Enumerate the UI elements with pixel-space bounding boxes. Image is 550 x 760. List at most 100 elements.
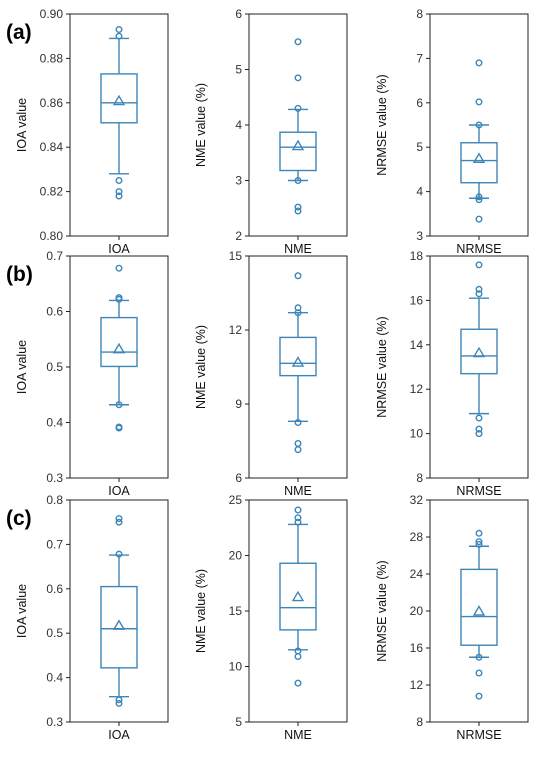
y-tick-label: 2 — [235, 229, 242, 243]
y-tick-label: 20 — [229, 549, 243, 563]
y-tick-label: 5 — [235, 715, 242, 729]
mean-marker — [291, 139, 305, 151]
category-label: IOA — [108, 242, 130, 256]
panel-label-b: (b) — [6, 263, 33, 286]
outlier-point — [294, 203, 302, 211]
category-label: NME — [284, 242, 312, 256]
y-tick-label: 15 — [229, 604, 243, 618]
outlier-point — [115, 176, 123, 184]
y-tick-label: 7 — [416, 51, 423, 65]
outlier-point — [475, 414, 483, 422]
chart-1-2: 8 10 12 14 16 18 NRMSE value (%) NRMSE — [375, 249, 529, 498]
outlier-point — [294, 653, 302, 661]
y-tick-label: 5 — [416, 140, 423, 154]
y-tick-label: 0.86 — [40, 96, 64, 110]
outlier-point — [475, 529, 483, 537]
outlier-point — [294, 38, 302, 46]
y-axis-title: IOA value — [15, 98, 29, 152]
y-tick-label: 0.7 — [46, 249, 63, 263]
outlier-point — [294, 446, 302, 454]
chart-1-1: 6 9 12 15 NME value (%) NME — [194, 249, 348, 498]
y-tick-label: 4 — [235, 118, 242, 132]
outlier-point — [294, 74, 302, 82]
outlier-point — [475, 261, 483, 269]
mean-marker — [112, 342, 126, 354]
outlier-point — [475, 430, 483, 438]
panel-label-c: (c) — [6, 507, 32, 530]
y-tick-label: 16 — [410, 641, 424, 655]
y-tick-label: 12 — [410, 678, 424, 692]
chart-0-2: 3 4 5 6 7 8 NRMSE value (%) NRMSE — [375, 7, 529, 256]
y-tick-label: 0.84 — [40, 140, 64, 154]
y-tick-label: 6 — [235, 471, 242, 485]
box-iqr — [460, 328, 498, 375]
outlier-point — [115, 696, 123, 704]
outlier-point — [294, 272, 302, 280]
category-label: NRMSE — [456, 242, 501, 256]
box-iqr — [279, 562, 317, 631]
mean-marker — [291, 590, 305, 602]
y-tick-label: 0.5 — [46, 626, 63, 640]
y-axis-title: IOA value — [15, 584, 29, 638]
y-tick-label: 0.3 — [46, 715, 63, 729]
outlier-point — [475, 59, 483, 67]
outlier-point — [294, 514, 302, 522]
category-label: IOA — [108, 484, 130, 498]
y-tick-label: 24 — [410, 567, 424, 581]
outlier-point — [294, 518, 302, 526]
y-tick-label: 25 — [229, 493, 243, 507]
outlier-point — [475, 669, 483, 677]
y-tick-label: 8 — [416, 471, 423, 485]
outlier-point — [115, 295, 123, 303]
y-tick-label: 5 — [235, 63, 242, 77]
chart-2-0: 0.3 0.4 0.5 0.6 0.7 0.8 IOA value IOA — [15, 493, 169, 742]
y-tick-label: 10 — [229, 660, 243, 674]
outlier-point — [475, 215, 483, 223]
y-axis-title: NRMSE value (%) — [375, 560, 389, 661]
box-iqr — [100, 73, 138, 124]
outlier-point — [475, 285, 483, 293]
y-tick-label: 0.90 — [40, 7, 64, 21]
outlier-point — [115, 188, 123, 196]
y-tick-label: 14 — [410, 338, 424, 352]
outlier-point — [115, 515, 123, 523]
outlier-point — [115, 401, 123, 409]
y-axis-title: NME value (%) — [194, 83, 208, 167]
y-axis-title: NRMSE value (%) — [375, 316, 389, 417]
box-iqr — [279, 131, 317, 172]
y-tick-label: 16 — [410, 293, 424, 307]
outlier-point — [475, 540, 483, 548]
y-tick-label: 0.8 — [46, 493, 63, 507]
chart-2-2: 8 12 16 20 24 28 32 NRMSE value (%) NRMSE — [375, 493, 529, 742]
panel-label-a: (a) — [6, 21, 32, 44]
mean-marker — [112, 94, 126, 106]
outlier-point — [475, 193, 483, 201]
outlier-point — [115, 699, 123, 707]
y-tick-label: 18 — [410, 249, 424, 263]
y-tick-label: 15 — [229, 249, 243, 263]
y-tick-label: 12 — [229, 323, 243, 337]
category-label: NRMSE — [456, 728, 501, 742]
outlier-point — [294, 309, 302, 317]
y-tick-label: 0.88 — [40, 51, 64, 65]
outlier-point — [475, 653, 483, 661]
outlier-point — [475, 538, 483, 546]
outlier-point — [475, 290, 483, 298]
y-axis-title: IOA value — [15, 340, 29, 394]
box-iqr — [100, 585, 138, 669]
y-tick-label: 9 — [235, 397, 242, 411]
outlier-point — [475, 692, 483, 700]
outlier-point — [475, 425, 483, 433]
mean-marker — [472, 605, 486, 616]
category-label: IOA — [108, 728, 130, 742]
y-tick-label: 0.80 — [40, 229, 64, 243]
y-tick-label: 0.82 — [40, 185, 64, 199]
outlier-point — [294, 506, 302, 514]
chart-2-1: 5 10 15 20 25 NME value (%) NME — [194, 493, 348, 742]
mean-marker — [472, 152, 486, 164]
outlier-point — [294, 439, 302, 447]
y-tick-label: 32 — [410, 493, 424, 507]
category-label: NME — [284, 728, 312, 742]
outlier-point — [475, 196, 483, 204]
